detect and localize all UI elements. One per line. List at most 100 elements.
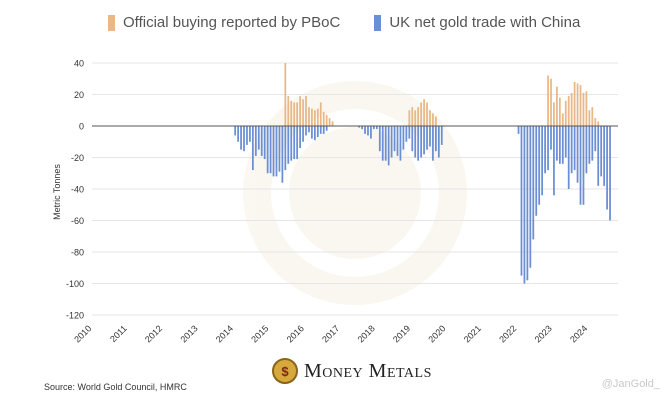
bar-uk [538, 126, 541, 205]
bar-uk [405, 126, 408, 142]
bar-uk [373, 126, 375, 130]
bar-uk [387, 126, 390, 166]
bar-uk [597, 126, 600, 186]
bar-uk [358, 126, 361, 128]
bar-uk [384, 126, 387, 161]
x-tick-labels: 2010 2011 2012 2013 2014 2015 2016 2017 2018 2019… [72, 323, 589, 344]
bar-uk [408, 126, 411, 139]
bar-uk [564, 126, 567, 158]
bar-pboc [597, 121, 600, 126]
bar-uk [302, 126, 304, 142]
x-tick-label: 2014 [214, 323, 235, 344]
bar-uk [420, 126, 423, 158]
bar-uk [290, 126, 293, 161]
bar-uk [561, 126, 564, 164]
bar-pboc [429, 110, 431, 126]
brand-logo: $ Money Metals [272, 358, 432, 384]
bar-uk [269, 126, 272, 174]
bar-pboc [576, 83, 579, 126]
bar-pboc [408, 110, 411, 126]
bar-pboc [308, 107, 310, 126]
bar-uk [582, 126, 585, 205]
bar-uk [535, 126, 538, 216]
bar-uk [381, 126, 384, 161]
bar-uk [287, 126, 290, 164]
bar-uk [281, 126, 284, 183]
bar-uk [278, 126, 281, 172]
bar-uk [234, 126, 237, 136]
bar-pboc [316, 108, 319, 126]
x-tick-label: 2017 [320, 323, 341, 344]
bar-pboc [553, 102, 555, 126]
bar-pboc [432, 113, 434, 126]
x-tick-label: 2015 [249, 323, 270, 344]
bar-uk [243, 126, 245, 152]
bar-uk [370, 126, 372, 139]
y-tick-label: 0 [79, 122, 84, 132]
bar-uk [517, 126, 520, 134]
bar-uk [432, 126, 434, 161]
bar-pboc [302, 99, 304, 126]
bar-uk [249, 126, 251, 142]
bar-pboc [556, 86, 558, 126]
bar-uk [402, 126, 405, 150]
x-tick-label: 2012 [143, 323, 164, 344]
bar-uk [361, 126, 363, 130]
bar-uk [246, 126, 248, 145]
bar-pboc [411, 107, 414, 126]
bar-uk [296, 126, 299, 160]
bar-uk [603, 126, 606, 186]
bar-uk [325, 126, 328, 131]
bar-uk [254, 126, 257, 156]
bar-uk [240, 126, 242, 150]
bar-uk [311, 126, 313, 139]
x-tick-label: 2023 [533, 323, 554, 344]
bar-uk [553, 126, 555, 196]
bar-uk [541, 126, 544, 196]
bar-pboc [311, 108, 313, 126]
bar-pboc [322, 111, 325, 126]
bar-uk [609, 126, 611, 221]
bar-uk [547, 126, 549, 171]
bar-uk [417, 126, 420, 161]
y-tick-label: -120 [66, 311, 84, 321]
bar-uk [319, 126, 322, 134]
bar-uk [429, 126, 431, 147]
bar-uk [567, 126, 570, 189]
bar-uk [579, 126, 582, 205]
bar-uk [305, 126, 307, 136]
bar-uk [576, 126, 579, 183]
bar-pboc [561, 113, 564, 126]
legend-item-uk: UK net gold trade with China [374, 14, 580, 31]
bar-uk [588, 126, 591, 164]
bar-uk [266, 126, 269, 174]
bar-uk [313, 126, 316, 141]
bar-pboc [423, 99, 425, 126]
x-tick-label: 2016 [285, 323, 306, 344]
y-tick-label: -40 [71, 185, 84, 195]
author-handle: @JanGold_ [601, 378, 660, 390]
legend-label-uk: UK net gold trade with China [389, 14, 581, 31]
bar-uk [526, 126, 529, 281]
x-tick-label: 2013 [178, 323, 199, 344]
bar-pboc [331, 121, 334, 126]
bar-pboc [570, 92, 573, 126]
bar-pboc [426, 102, 428, 126]
bar-uk [378, 126, 381, 152]
bar-uk [520, 126, 523, 276]
bar-uk [411, 126, 414, 152]
bar-uk [399, 126, 402, 161]
bar-uk [272, 126, 275, 177]
y-tick-labels: 40 20 0 -20 -40 -60 -80 -100 -120 [66, 59, 84, 321]
bar-pboc [325, 114, 328, 126]
bar-pboc [573, 81, 576, 126]
bar-pboc [305, 96, 307, 126]
bar-pboc [558, 97, 561, 126]
source-note: Source: World Gold Council, HMRC [44, 382, 187, 392]
x-tick-label: 2024 [568, 323, 589, 344]
bar-pboc [579, 85, 582, 126]
bar-uk [523, 126, 526, 284]
bar-uk [558, 126, 561, 164]
legend-label-pboc: Official buying reported by PBoC [123, 14, 341, 31]
y-axis-label: Metric Tonnes [52, 164, 62, 220]
